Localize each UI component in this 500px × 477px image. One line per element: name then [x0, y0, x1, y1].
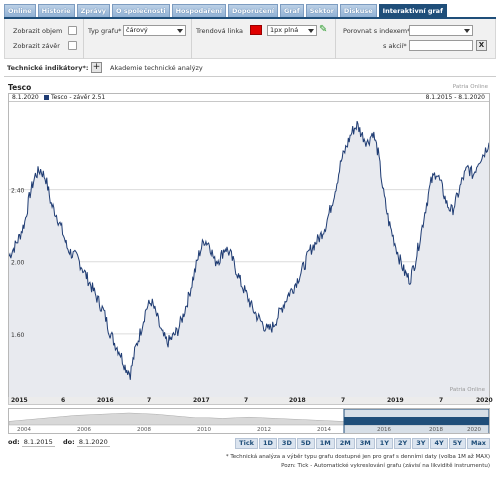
chart-legend-bar: 8.1.2020 Tesco - závěr 2.51 8.1.2015 - 8… [9, 94, 489, 102]
navigator-plot [9, 409, 489, 433]
chart-source: Patria Online [452, 84, 488, 90]
tab-o-spolecnosti[interactable]: O společnosti [112, 4, 170, 17]
show-close-checkbox[interactable] [68, 41, 77, 50]
navigator-selected-area [344, 417, 489, 425]
range-4y-button[interactable]: 4Y [430, 438, 448, 449]
range-buttons: Tick 1D 3D 5D 1M 2M 3M 1Y 2Y 3Y 4Y 5Y Ma… [235, 438, 490, 449]
compare-index-select[interactable] [409, 25, 473, 36]
x-tick: 6 [61, 397, 66, 404]
navigator-year: 2018 [429, 427, 443, 433]
chart-range: 8.1.2015 - 8.1.2020 [425, 94, 485, 101]
trend-width-select[interactable]: 1px plná [267, 25, 317, 36]
footnote-technical: * Technická analýza a výběr typu grafu d… [225, 454, 490, 460]
trend-line-label: Trendová linka [196, 27, 244, 35]
price-chart[interactable]: 8.1.2020 Tesco - závěr 2.51 8.1.2015 - 8… [8, 93, 490, 397]
tab-zpravy[interactable]: Zprávy [76, 4, 111, 17]
compare-stock-label: s akcií* [383, 42, 407, 50]
x-tick: 7 [147, 397, 152, 404]
tab-doporuceni[interactable]: Doporučení [228, 4, 278, 17]
x-tick: 7 [244, 397, 249, 404]
navigator-year: 2014 [317, 427, 331, 433]
x-tick: 2020 [476, 397, 493, 404]
from-date-input[interactable]: 8.1.2015 [21, 438, 55, 447]
to-label: do: [63, 438, 75, 446]
navigator-year: 2020 [467, 427, 481, 433]
compare-index-label: Porovnat s indexem* [343, 27, 411, 35]
range-1m-button[interactable]: 1M [315, 438, 335, 449]
compare-stock-input[interactable] [409, 40, 473, 51]
x-tick: 2015 [11, 397, 28, 404]
academy-link[interactable]: Akademie technické analýzy [110, 64, 203, 72]
x-tick: 2019 [387, 397, 404, 404]
y-tick-label: 1.60 [11, 332, 25, 339]
range-2y-button[interactable]: 2Y [394, 438, 412, 449]
trend-color-swatch[interactable] [250, 25, 262, 35]
clear-compare-button[interactable]: X [476, 40, 487, 51]
chart-type-label: Typ grafu* [88, 27, 122, 35]
tab-historie[interactable]: Historie [37, 4, 75, 17]
range-2m-button[interactable]: 2M [335, 438, 355, 449]
add-indicator-button[interactable]: + [91, 62, 102, 73]
x-tick: 2017 [193, 397, 210, 404]
chart-source-bottom: Patria Online [449, 387, 485, 393]
tab-online[interactable]: Online [4, 4, 36, 17]
footnote-tick: Pozn: Tick - Automatické vykreslování gr… [281, 463, 490, 469]
tab-hospodareni[interactable]: Hospodaření [171, 4, 227, 17]
range-1y-button[interactable]: 1Y [375, 438, 393, 449]
range-max-button[interactable]: Max [466, 438, 490, 449]
x-tick: 2016 [97, 397, 114, 404]
show-volume-label: Zobrazit objem [13, 27, 63, 35]
tab-diskuse[interactable]: Diskuse [339, 4, 377, 17]
range-5d-button[interactable]: 5D [296, 438, 315, 449]
tab-bar: Online Historie Zprávy O společnosti Hos… [4, 4, 496, 19]
navigator-year: 2008 [137, 427, 151, 433]
price-line [9, 120, 489, 380]
y-tick-label: 2.40 [11, 188, 25, 195]
from-label: od: [8, 438, 20, 446]
range-3d-button[interactable]: 3D [277, 438, 296, 449]
show-volume-checkbox[interactable] [68, 26, 77, 35]
range-3m-button[interactable]: 3M [355, 438, 375, 449]
chevron-down-icon [177, 29, 183, 33]
range-1d-button[interactable]: 1D [259, 438, 277, 449]
chevron-down-icon [464, 29, 470, 33]
x-tick: 7 [341, 397, 346, 404]
divider [83, 19, 84, 59]
price-area [9, 121, 489, 397]
tab-interaktivni-graf[interactable]: Interaktivní graf [378, 4, 447, 17]
y-tick-label: 2.00 [11, 260, 25, 267]
chart-start-date: 8.1.2020 [12, 94, 39, 101]
tab-sektor[interactable]: Sektor [305, 4, 338, 17]
show-close-label: Zobrazit závěr [13, 42, 60, 50]
navigator-year: 2004 [17, 427, 31, 433]
chevron-down-icon [308, 29, 314, 33]
navigator-year: 2010 [197, 427, 211, 433]
technical-indicators-bar: Technické indikátory*: + Akademie techni… [4, 59, 496, 77]
to-date-input[interactable]: 8.1.2020 [76, 438, 110, 447]
chart-legend: Tesco - závěr 2.51 [42, 94, 105, 102]
pencil-icon[interactable]: ✎ [319, 24, 328, 35]
chart-plot: 1.60 2.00 2.40 [9, 120, 489, 397]
navigator-year: 2016 [377, 427, 391, 433]
range-5y-button[interactable]: 5Y [448, 438, 466, 449]
divider [191, 19, 192, 59]
date-range: od: 8.1.2015 do: 8.1.2020 [8, 438, 110, 447]
range-3y-button[interactable]: 3Y [412, 438, 430, 449]
range-tick-button[interactable]: Tick [235, 438, 258, 449]
range-navigator[interactable]: 2004 2006 2008 2010 2012 2014 2016 2018 … [8, 408, 490, 434]
x-tick: 7 [439, 397, 444, 404]
tab-graf[interactable]: Graf [279, 4, 304, 17]
navigator-year: 2012 [257, 427, 271, 433]
legend-swatch [44, 95, 49, 100]
chart-title: Tesco [8, 83, 32, 92]
chart-type-select[interactable]: čárový [123, 25, 186, 36]
x-axis: 2015 6 2016 7 2017 7 2018 7 2019 7 2020 [8, 397, 493, 405]
divider [335, 19, 336, 59]
navigator-year: 2006 [77, 427, 91, 433]
x-tick: 2018 [289, 397, 306, 404]
technical-indicators-label: Technické indikátory*: [7, 64, 89, 72]
chart-controls: Zobrazit objem Zobrazit závěr Typ grafu*… [4, 19, 496, 59]
